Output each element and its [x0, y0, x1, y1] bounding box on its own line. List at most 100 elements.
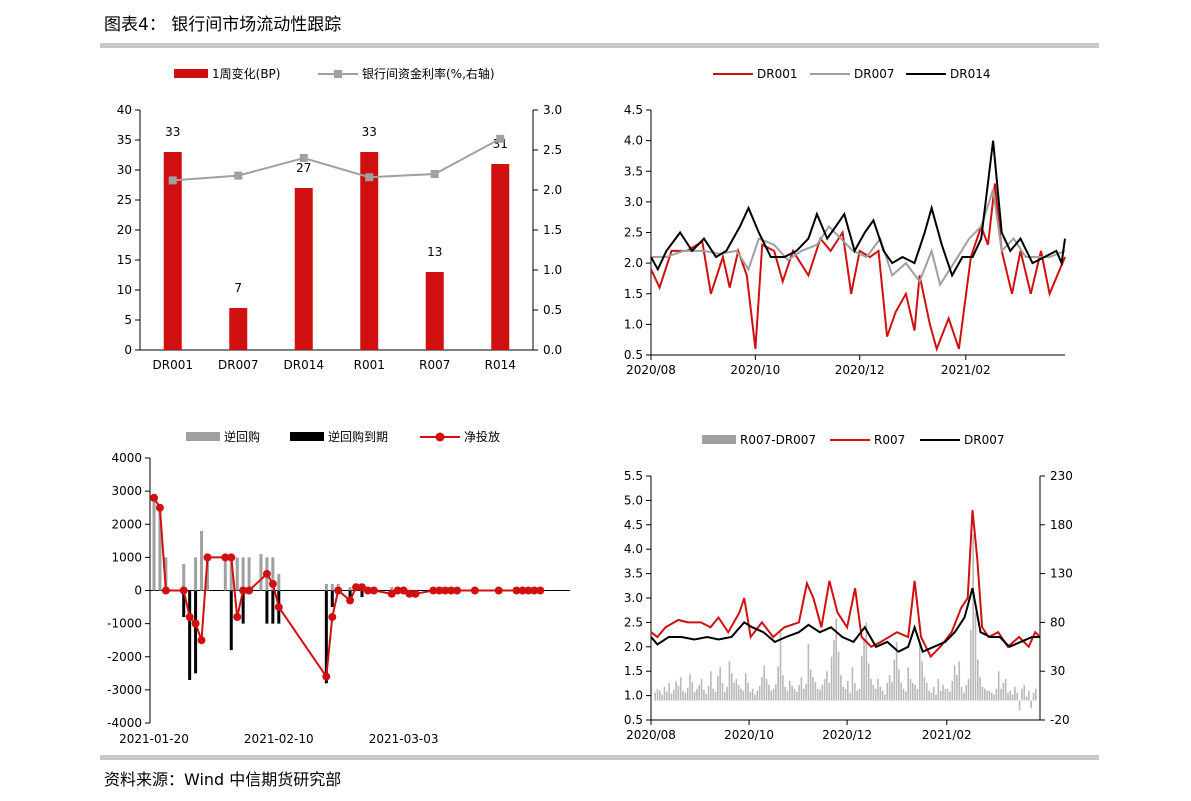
chart2-y-tick-label: 1.5 — [624, 287, 643, 301]
chart4-spread-bar — [939, 690, 942, 701]
chart4-left-tick-label: 1.0 — [624, 689, 643, 703]
chart3-x-tick-label: 2021-02-10 — [244, 732, 314, 746]
chart4-spread-bar — [659, 690, 661, 701]
chart4-spread-bar — [784, 686, 786, 701]
chart4-spread-bar — [758, 685, 761, 701]
chart3-net-injection-point — [470, 586, 479, 595]
chart3-net-injection-point — [268, 579, 277, 588]
chart4-spread-bar — [1002, 682, 1005, 701]
chart4-spread-bar — [747, 682, 749, 701]
chart3-y-tick-label: 0 — [134, 584, 142, 598]
chart4-spread-bar — [916, 688, 919, 701]
chart4-spread-bar — [965, 684, 968, 701]
chart3-maturity-bar — [194, 590, 198, 674]
chart3-legend-net-label: 净投放 — [464, 429, 500, 444]
chart4-spread-bar — [677, 685, 680, 701]
chart3-y-tick-label: -2000 — [107, 650, 142, 664]
bottom-divider — [100, 755, 1099, 760]
chart2-x-tick-label: 2021/02 — [941, 363, 991, 377]
chart4-spread-bar — [872, 684, 875, 701]
chart4-spread-bar — [837, 651, 840, 701]
chart4-spread-bar — [705, 693, 708, 701]
chart3-net-injection-point — [530, 586, 539, 595]
chart4-spread-bar — [791, 685, 793, 701]
chart4-left-tick-label: 2.0 — [624, 640, 643, 654]
chart4-legend-spread-label: R007-DR007 — [740, 433, 816, 447]
chart4-spread-bar — [714, 691, 717, 701]
chart4-spread-bar — [793, 688, 796, 701]
chart4-spread-bar — [1011, 694, 1014, 701]
chart1-bar — [425, 272, 444, 350]
chart1-bar-value-label: 27 — [296, 161, 311, 175]
chart4-x-tick-label: 2020/10 — [724, 728, 774, 742]
chart4-spread-bar — [700, 679, 703, 701]
chart4-spread-bar — [670, 693, 673, 701]
chart2-legend-dr007-label: DR007 — [854, 67, 894, 81]
chart4-spread-bar — [847, 680, 849, 701]
chart4-spread-bar — [698, 684, 701, 701]
chart4-spread-bar — [990, 692, 993, 701]
chart1-legend-line-swatch-marker — [334, 70, 342, 78]
chart3-net-injection-point — [447, 586, 456, 595]
chart3-y-tick-label: 4000 — [111, 451, 142, 465]
chart4-spread-bar — [814, 681, 817, 701]
chart4-spread-bar — [914, 684, 916, 701]
chart3-reverse-repo-bar — [396, 587, 400, 591]
chart3-legend-net-swatch-marker — [435, 432, 445, 442]
chart3-legend-reverse-repo-label: 逆回购 — [224, 429, 260, 444]
chart1-left-tick-label: 40 — [117, 103, 132, 117]
chart4-left-tick-label: 3.5 — [624, 567, 643, 581]
chart3-legend-maturity-swatch — [290, 432, 324, 441]
chart4-spread-bar — [809, 669, 812, 701]
chart3-reverse-repo-bar — [164, 557, 168, 591]
chart3-net-injection-point — [203, 553, 212, 562]
chart4-x-tick-label: 2020/08 — [626, 728, 676, 742]
chart3-net-injection-point — [411, 589, 420, 598]
chart4-spread-bar — [768, 684, 770, 701]
chart4-spread-bar — [981, 686, 984, 701]
chart3-net-injection-point — [185, 613, 194, 621]
chart3-reverse-repo-bar — [348, 587, 352, 591]
chart4-spread-bar — [1025, 696, 1028, 701]
chart3-net-injection-point — [262, 569, 271, 578]
chart3-net-injection-point — [239, 586, 248, 595]
chart3-net-injection-point — [346, 596, 355, 605]
chart4-spread-bar — [1023, 684, 1026, 701]
chart4-spread-bar — [986, 690, 988, 701]
chart4-spread-bar — [816, 688, 819, 701]
chart3-net-injection-point — [191, 619, 200, 628]
chart3-maturity-bar — [396, 590, 400, 594]
chart2-series-dr001 — [650, 183, 1066, 353]
chart1-rate-point — [299, 154, 308, 162]
chart4-spread-bar — [788, 680, 791, 701]
chart1-bar-value-label: 33 — [165, 125, 180, 139]
chart3-reverse-repo-bar — [241, 557, 245, 591]
chart3-reverse-repo-bar — [372, 587, 376, 591]
chart4-spread-bar — [946, 688, 949, 701]
chart3-reverse-repo-bar — [182, 564, 186, 591]
chart3-maturity-bar — [372, 590, 376, 594]
chart3-maturity-bar — [324, 590, 328, 684]
chart3-net-injection-point — [453, 586, 462, 595]
chart3-net-injection-point — [369, 586, 378, 595]
chart4-legend-dr007-label: DR007 — [964, 433, 1004, 447]
chart3-net-injection-point — [399, 586, 408, 595]
page-title: 图表4： 银行间市场流动性跟踪 — [104, 15, 342, 35]
chart4-spread-bar — [844, 688, 847, 701]
chart3-net-injection-point — [150, 493, 158, 502]
chart4-spread-bar — [988, 690, 991, 701]
chart3-y-tick-label: -1000 — [107, 617, 142, 631]
chart4-spread-bar — [932, 686, 935, 701]
chart1-bar-value-label: 31 — [493, 137, 508, 151]
chart1-bar — [491, 164, 510, 350]
chart2-y-tick-label: 3.0 — [624, 195, 643, 209]
chart4-spread-bar — [918, 643, 921, 701]
chart2-y-tick-label: 0.5 — [624, 348, 643, 362]
chart2-y-tick-label: 2.5 — [624, 226, 643, 240]
chart4-spread-bar — [665, 691, 668, 701]
chart4-spread-bar — [710, 671, 712, 701]
chart4-x-tick-label: 2021/02 — [922, 728, 972, 742]
chart3-net-injection-point — [441, 586, 450, 595]
chart4-spread-bar — [888, 675, 891, 701]
chart4-spread-bar — [905, 691, 907, 701]
